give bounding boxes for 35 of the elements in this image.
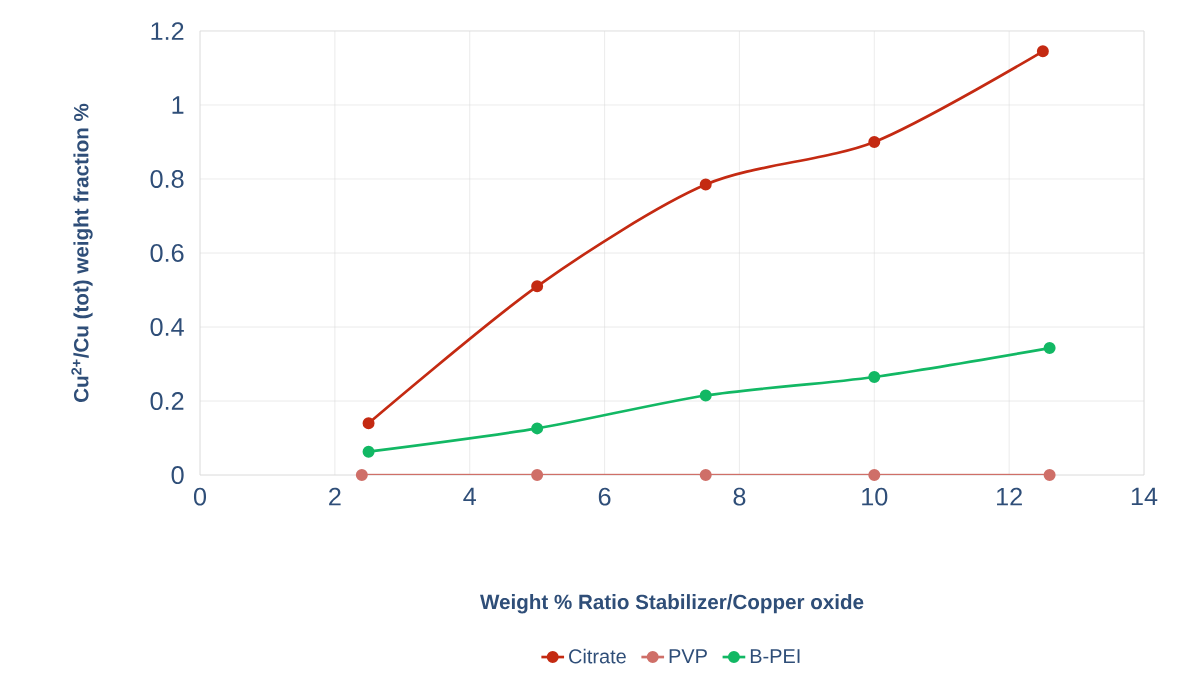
y-tick-label: 0	[171, 466, 184, 484]
y-tick-label: 1.2	[151, 22, 184, 40]
x-tick-label: 4	[463, 487, 476, 506]
y-tick-label: 0.4	[150, 318, 184, 336]
point	[531, 280, 544, 293]
point	[868, 370, 881, 383]
point	[868, 135, 881, 148]
y-tick-label: 1	[172, 96, 184, 114]
x-tick-label: 6	[598, 487, 611, 506]
point	[699, 468, 712, 482]
legend-label: Citrate	[569, 648, 626, 664]
y-tick-label: 0.2	[150, 392, 184, 410]
point	[1036, 45, 1049, 58]
x-tick-label: 14	[1131, 487, 1158, 506]
point	[1043, 468, 1056, 482]
point	[531, 468, 544, 482]
y-tick-label: 0.8	[150, 170, 184, 188]
legend-label: B-PEI	[750, 649, 800, 663]
y-tick-label: 0.6	[150, 244, 184, 262]
point	[1043, 342, 1056, 355]
x-tick-label: 8	[733, 487, 746, 506]
x-tick-label: 12	[997, 487, 1022, 506]
x-tick-label: 10	[862, 487, 888, 506]
legend-label: PVP	[669, 649, 707, 663]
point	[868, 468, 881, 482]
point	[699, 178, 712, 191]
point	[355, 468, 368, 482]
x-tick-label: 2	[329, 487, 341, 506]
x-axis-title: Weight % Ratio Stabilizer/Copper oxide	[480, 594, 864, 614]
x-tick-label: 0	[193, 487, 207, 506]
point	[362, 445, 375, 458]
point	[531, 422, 544, 435]
point	[362, 417, 375, 430]
point	[699, 389, 712, 402]
y-axis-title: Cu$^{2+}$/Cu (tot) weight fraction %	[71, 103, 93, 402]
